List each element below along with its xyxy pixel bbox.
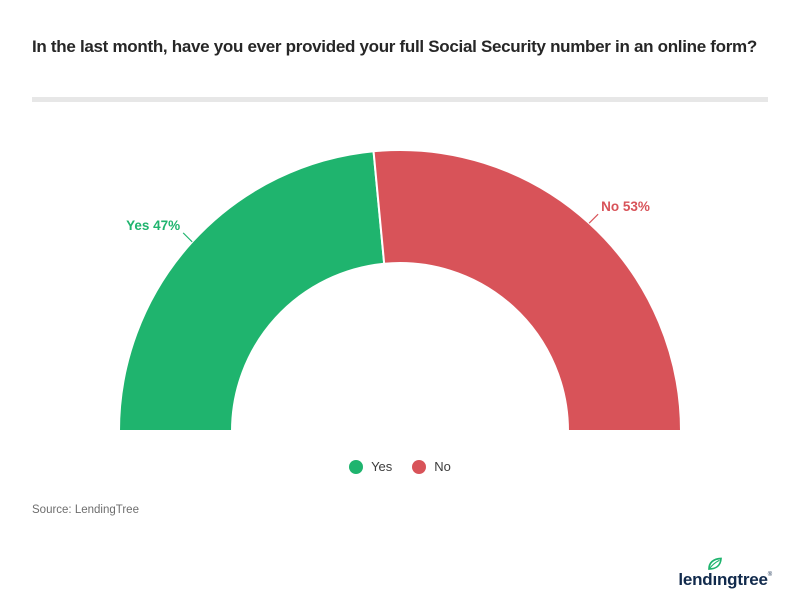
title-divider — [32, 97, 768, 102]
source-note: Source: LendingTree — [32, 504, 139, 516]
legend-item-yes: Yes — [349, 459, 392, 474]
slice-label-no: No 53% — [601, 199, 650, 214]
slice-label-yes: Yes 47% — [126, 218, 180, 233]
logo-text-dotless-i: ı — [712, 570, 717, 589]
legend-swatch-no — [412, 459, 427, 474]
slice-label-leader-no — [588, 213, 599, 224]
chart-legend: Yes No — [0, 459, 800, 474]
half-donut-chart: Yes 47% No 53% — [0, 105, 800, 450]
legend-item-no: No — [412, 459, 451, 474]
logo-text-post: ngtree — [717, 570, 768, 589]
lendingtree-logo: lendıngtree® — [678, 557, 772, 590]
chart-title: In the last month, have you ever provide… — [32, 37, 757, 56]
donut-slice-no — [372, 149, 683, 432]
donut-slice-yes — [117, 150, 386, 432]
legend-label-no: No — [434, 459, 451, 474]
legend-swatch-yes — [349, 459, 364, 474]
logo-text-pre: lend — [678, 570, 713, 589]
registered-mark: ® — [767, 572, 772, 578]
legend-label-yes: Yes — [371, 459, 393, 474]
logo-leaf-icon — [708, 557, 723, 570]
slice-label-leader-yes — [182, 232, 193, 243]
donut-svg: Yes 47% No 53% — [117, 149, 683, 432]
